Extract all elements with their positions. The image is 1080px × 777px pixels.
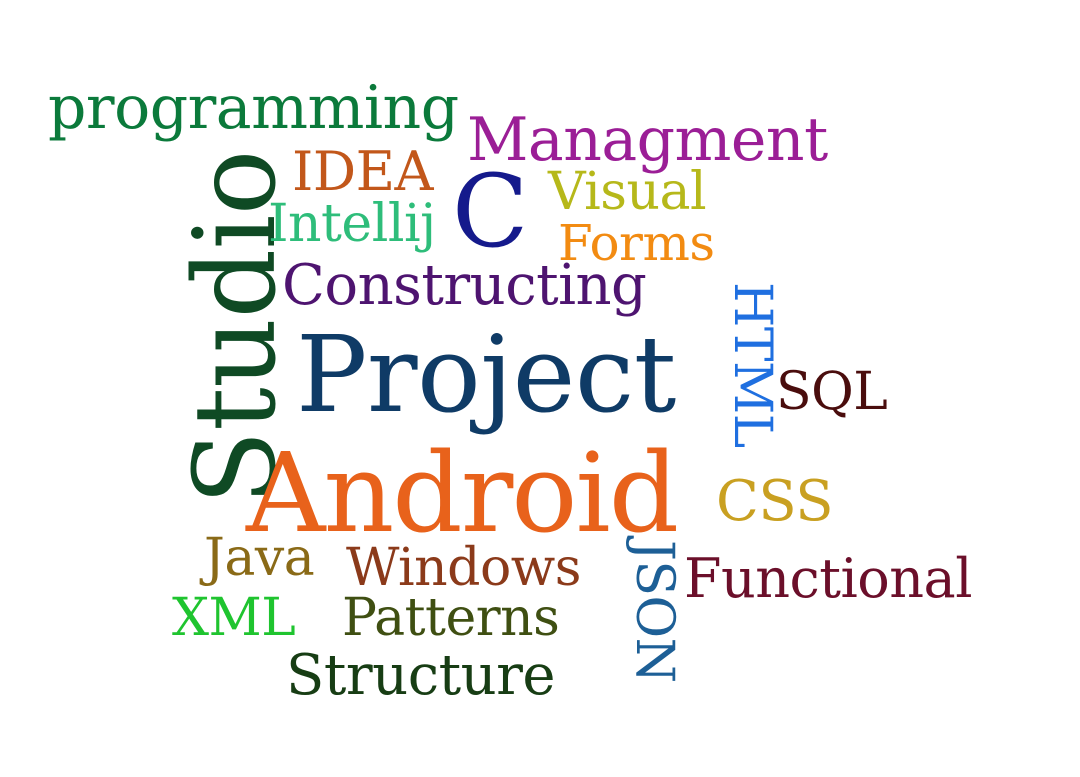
- word-functional: Functional: [684, 547, 973, 610]
- word-windows: Windows: [346, 538, 581, 598]
- word-html: HTML: [722, 282, 782, 448]
- word-managment: Managment: [467, 105, 828, 175]
- word-android: Android: [246, 429, 679, 557]
- word-java: Java: [204, 528, 315, 588]
- word-forms: Forms: [558, 214, 715, 272]
- word-idea: IDEA: [292, 140, 434, 203]
- word-json: JSON: [624, 540, 684, 683]
- word-programming: programming: [48, 73, 459, 143]
- word-c: C: [452, 153, 529, 270]
- word-css: CSS: [716, 469, 834, 534]
- word-intellij: Intellij: [268, 194, 436, 254]
- word-constructing: Constructing: [282, 253, 647, 318]
- word-structure: Structure: [286, 643, 556, 708]
- word-project: Project: [296, 313, 676, 436]
- word-patterns: Patterns: [342, 588, 560, 648]
- word-visual: Visual: [548, 162, 707, 222]
- word-sql: SQL: [776, 362, 888, 422]
- word-xml: XML: [172, 588, 296, 648]
